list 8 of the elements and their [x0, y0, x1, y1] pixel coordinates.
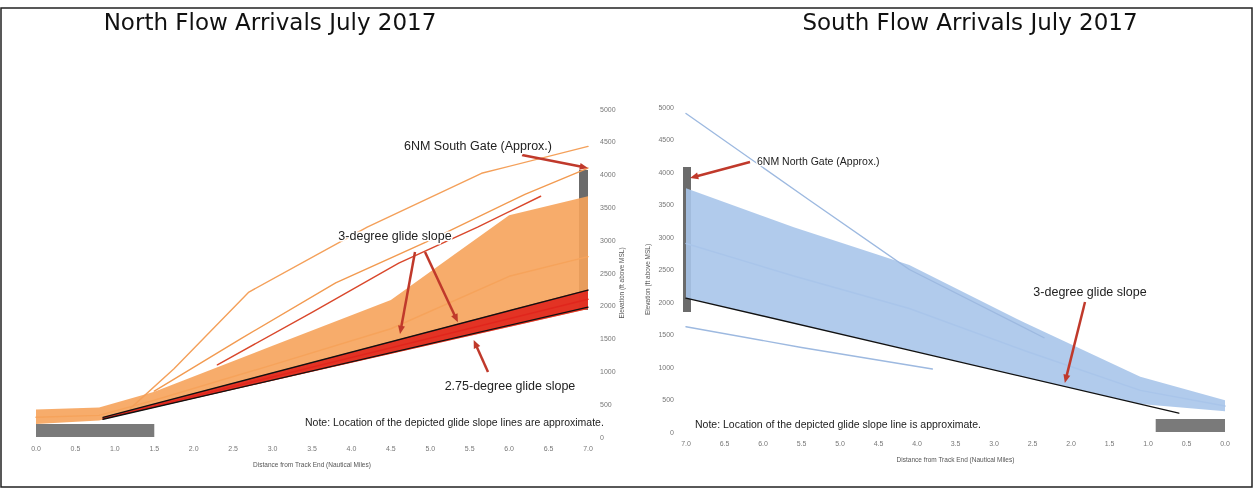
annotation: 6NM South Gate (Approx.): [404, 139, 552, 153]
chart-title: North Flow Arrivals July 2017: [103, 9, 437, 35]
annotation: 3-degree glide slope: [1033, 285, 1147, 299]
annotation: 2.75-degree glide slope: [444, 379, 576, 393]
chart-title: South Flow Arrivals July 2017: [802, 9, 1138, 35]
annotation: Note: Location of the depicted glide slope line is approximate.: [695, 418, 982, 430]
annotation: 6NM North Gate (Approx.): [757, 155, 880, 167]
annotation: Note: Location of the depicted glide slope lines are approximate.: [305, 416, 604, 428]
